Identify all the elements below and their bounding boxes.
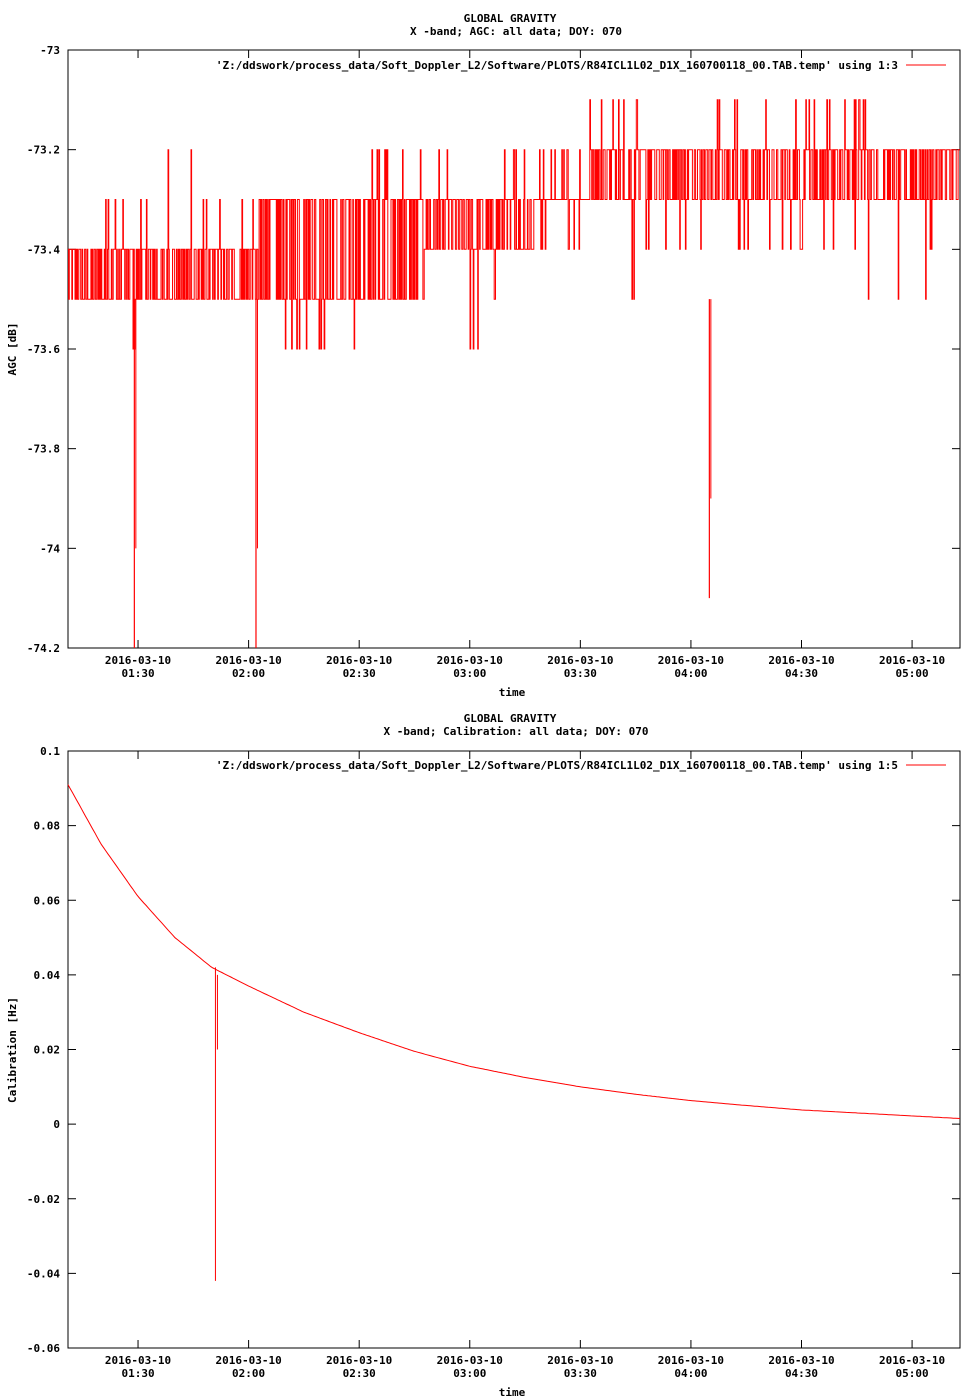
x-tick-label: 2016-03-10 — [658, 654, 724, 667]
x-tick-label: 2016-03-10 — [879, 654, 945, 667]
y-ticks: -73 -73.2 -73.4 -73.6 -73.8 -74 -74.2 — [27, 44, 960, 655]
x-ticks: 2016-03-1001:302016-03-1002:002016-03-10… — [105, 50, 945, 680]
y-tick-label: 0.08 — [34, 820, 61, 833]
x-tick-label: 2016-03-10 — [215, 654, 281, 667]
x-ticks: 2016-03-1001:302016-03-1002:002016-03-10… — [105, 751, 945, 1380]
x-tick-label: 2016-03-10 — [215, 1354, 281, 1367]
x-tick-label: 2016-03-10 — [105, 1354, 171, 1367]
x-tick-label: 05:00 — [896, 1367, 929, 1380]
y-axis-label: AGC [dB] — [6, 323, 19, 376]
y-tick-label: -0.02 — [27, 1193, 60, 1206]
x-axis-label: time — [499, 1386, 526, 1399]
data-series — [68, 99, 960, 648]
chart-subtitle: X -band; AGC: all data; DOY: 070 — [410, 25, 622, 38]
x-tick-label: 04:30 — [785, 667, 818, 680]
y-tick-label: -0.04 — [27, 1267, 60, 1280]
x-tick-label: 02:30 — [343, 1367, 376, 1380]
x-tick-label: 04:00 — [674, 1367, 707, 1380]
x-tick-label: 04:00 — [674, 667, 707, 680]
y-tick-label: -74 — [40, 542, 60, 555]
x-tick-label: 01:30 — [121, 667, 154, 680]
calibration-series-line — [67, 784, 961, 1119]
x-tick-label: 2016-03-10 — [437, 1354, 503, 1367]
x-tick-label: 2016-03-10 — [326, 654, 392, 667]
chart-title: GLOBAL GRAVITY — [464, 712, 557, 725]
plot-frame — [67, 750, 961, 1349]
x-tick-label: 05:00 — [896, 667, 929, 680]
agc-series-line — [68, 99, 960, 350]
y-tick-label: 0.06 — [34, 894, 61, 907]
x-tick-label: 2016-03-10 — [768, 654, 834, 667]
y-tick-label: -74.2 — [27, 642, 60, 655]
y-tick-label: -73.8 — [27, 443, 60, 456]
x-tick-label: 03:00 — [453, 667, 486, 680]
legend-label: 'Z:/ddswork/process_data/Soft_Doppler_L2… — [216, 59, 898, 72]
x-tick-label: 2016-03-10 — [768, 1354, 834, 1367]
y-axis-label: Calibration [Hz] — [6, 997, 19, 1103]
y-tick-label: -73 — [40, 44, 60, 57]
agc-chart: GLOBAL GRAVITY X -band; AGC: all data; D… — [6, 12, 961, 699]
y-tick-label: -73.6 — [27, 343, 60, 356]
x-tick-label: 2016-03-10 — [105, 654, 171, 667]
y-tick-label: -73.4 — [27, 243, 60, 256]
y-tick-label: -0.06 — [27, 1342, 60, 1355]
y-ticks: 0.1 0.08 0.06 0.04 0.02 0 -0.02 -0.04 -0.06 — [27, 745, 960, 1355]
x-tick-label: 02:00 — [232, 667, 265, 680]
chart-subtitle: X -band; Calibration: all data; DOY: 070 — [384, 725, 649, 738]
x-tick-label: 01:30 — [121, 1367, 154, 1380]
x-tick-label: 02:00 — [232, 1367, 265, 1380]
x-axis-label: time — [499, 686, 526, 699]
x-tick-label: 04:30 — [785, 1367, 818, 1380]
data-series — [67, 784, 961, 1281]
plot-frame — [67, 49, 961, 649]
x-tick-label: 2016-03-10 — [326, 1354, 392, 1367]
legend-label: 'Z:/ddswork/process_data/Soft_Doppler_L2… — [216, 759, 898, 772]
x-tick-label: 2016-03-10 — [658, 1354, 724, 1367]
calibration-chart: GLOBAL GRAVITY X -band; Calibration: all… — [6, 712, 961, 1399]
x-tick-label: 03:30 — [564, 667, 597, 680]
y-tick-label: 0.1 — [40, 745, 60, 758]
y-tick-label: 0.04 — [34, 969, 61, 982]
x-tick-label: 2016-03-10 — [437, 654, 503, 667]
y-tick-label: -73.2 — [27, 144, 60, 157]
x-tick-label: 2016-03-10 — [547, 654, 613, 667]
y-tick-label: 0.02 — [34, 1044, 61, 1057]
chart-title: GLOBAL GRAVITY — [464, 12, 557, 25]
x-tick-label: 03:30 — [564, 1367, 597, 1380]
x-tick-label: 03:00 — [453, 1367, 486, 1380]
y-tick-label: 0 — [53, 1118, 60, 1131]
x-tick-label: 02:30 — [343, 667, 376, 680]
x-tick-label: 2016-03-10 — [547, 1354, 613, 1367]
x-tick-label: 2016-03-10 — [879, 1354, 945, 1367]
